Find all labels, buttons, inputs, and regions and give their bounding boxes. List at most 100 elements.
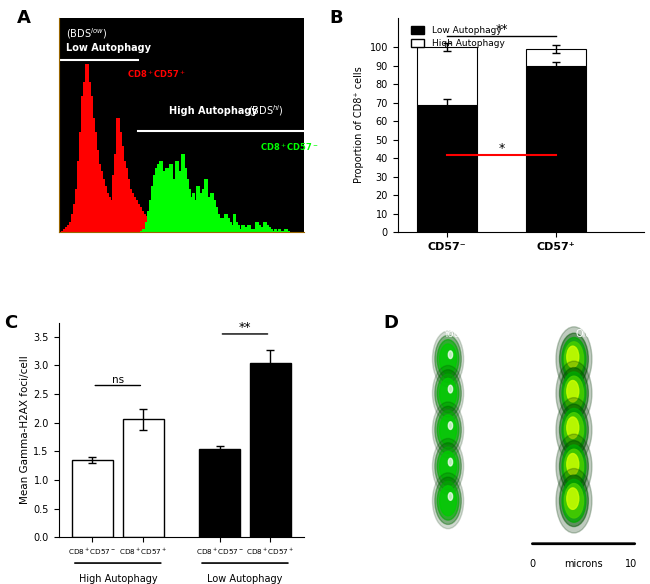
Circle shape <box>448 422 452 429</box>
Text: microns: microns <box>564 559 603 569</box>
Bar <box>110 200 114 232</box>
Bar <box>159 227 162 232</box>
Bar <box>153 223 157 232</box>
Bar <box>85 64 89 232</box>
Bar <box>108 196 111 232</box>
Circle shape <box>556 398 592 462</box>
Bar <box>245 229 249 232</box>
Bar <box>265 225 269 232</box>
Bar <box>274 229 278 232</box>
Bar <box>251 231 255 232</box>
Circle shape <box>439 486 456 516</box>
Bar <box>112 175 116 232</box>
Bar <box>122 161 125 232</box>
Bar <box>159 161 162 232</box>
Text: High Autophagy: High Autophagy <box>169 106 258 116</box>
Circle shape <box>567 417 578 439</box>
Bar <box>272 231 276 232</box>
Bar <box>255 221 259 232</box>
Circle shape <box>432 366 463 421</box>
Bar <box>138 207 142 232</box>
Bar <box>208 204 212 232</box>
Bar <box>120 147 124 232</box>
Bar <box>132 196 136 232</box>
Circle shape <box>562 408 586 451</box>
Circle shape <box>567 346 578 367</box>
Bar <box>105 193 109 232</box>
Bar <box>62 229 66 232</box>
Bar <box>165 229 169 232</box>
Bar <box>198 193 202 232</box>
Circle shape <box>564 376 584 411</box>
Bar <box>171 179 175 232</box>
Bar <box>135 200 138 232</box>
Bar <box>526 49 586 65</box>
Bar <box>173 230 177 232</box>
Circle shape <box>448 493 452 500</box>
Bar <box>91 118 95 232</box>
Bar <box>144 221 148 232</box>
Bar <box>114 154 118 232</box>
Bar <box>98 164 101 232</box>
Bar <box>179 179 183 232</box>
Bar <box>161 228 164 232</box>
Circle shape <box>437 374 459 413</box>
Bar <box>231 225 235 232</box>
Bar <box>216 214 220 232</box>
Bar <box>163 229 167 232</box>
Circle shape <box>567 381 578 402</box>
Bar <box>103 186 107 232</box>
Bar <box>281 231 285 232</box>
Text: **: ** <box>239 321 251 334</box>
Bar <box>167 230 171 232</box>
Bar <box>94 132 97 232</box>
Bar <box>249 229 253 232</box>
Circle shape <box>560 333 588 385</box>
Bar <box>270 229 273 232</box>
Circle shape <box>432 439 463 494</box>
Bar <box>243 227 246 232</box>
Bar <box>190 196 193 232</box>
Circle shape <box>435 443 462 490</box>
Bar <box>163 179 167 232</box>
Circle shape <box>560 367 588 419</box>
Bar <box>179 231 183 232</box>
Y-axis label: Normalised Frequency: Normalised Frequency <box>30 67 40 183</box>
Circle shape <box>562 479 586 522</box>
Circle shape <box>437 447 459 486</box>
Bar <box>123 419 164 537</box>
Bar <box>87 82 91 232</box>
Text: 0: 0 <box>530 559 536 569</box>
Circle shape <box>556 361 592 426</box>
Bar <box>220 218 224 232</box>
Circle shape <box>439 451 456 481</box>
Text: B: B <box>329 9 343 27</box>
Bar <box>75 189 79 232</box>
Bar <box>116 118 120 232</box>
Text: C: C <box>5 314 18 332</box>
Bar <box>183 168 187 232</box>
Bar <box>136 204 140 232</box>
Bar <box>276 231 279 232</box>
Bar <box>130 193 134 232</box>
Bar <box>89 96 93 232</box>
Bar <box>181 231 185 232</box>
Circle shape <box>432 473 463 529</box>
Bar <box>147 218 150 232</box>
Bar <box>280 231 283 232</box>
Bar <box>247 225 251 232</box>
Bar <box>286 231 290 232</box>
Bar <box>237 225 240 232</box>
Bar <box>263 221 267 232</box>
Bar <box>278 229 281 232</box>
Bar <box>161 172 164 232</box>
Circle shape <box>560 475 588 527</box>
Circle shape <box>439 344 456 374</box>
Bar <box>224 214 228 232</box>
Bar <box>267 227 271 232</box>
Circle shape <box>560 441 588 492</box>
Bar <box>194 200 198 232</box>
Bar <box>417 47 477 105</box>
Bar <box>157 164 161 232</box>
Bar <box>210 193 214 232</box>
